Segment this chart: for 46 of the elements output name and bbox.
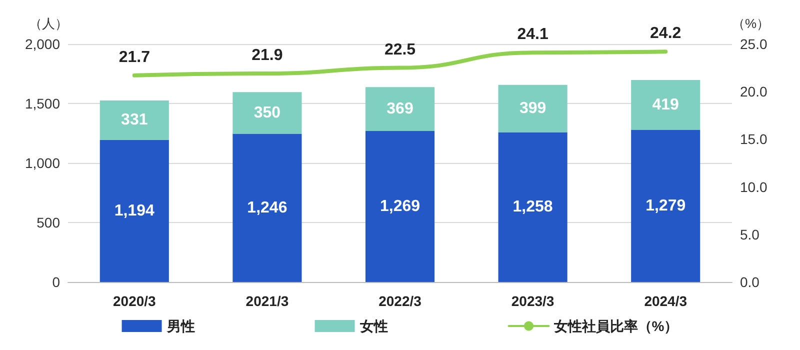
x-tick-label: 2024/3 <box>644 293 688 309</box>
bar <box>100 100 169 140</box>
y2-tick-label: 5.0 <box>740 226 760 242</box>
y2-tick-label: 15.0 <box>740 131 768 148</box>
y2-axis-title: （%） <box>732 16 770 31</box>
bar <box>232 134 302 282</box>
x-tick-label: 2021/3 <box>246 293 289 309</box>
bar <box>365 130 435 282</box>
data-label: 22.5 <box>384 41 416 58</box>
y-tick-label: 2,000 <box>24 36 60 52</box>
data-label: 21.9 <box>252 47 283 64</box>
data-label: 419 <box>652 96 680 114</box>
data-label: 1,194 <box>114 202 155 220</box>
y-tick-label: 1,000 <box>24 155 60 171</box>
bar <box>498 132 568 282</box>
y2-tick-label: 0.0 <box>740 274 760 290</box>
data-label: 350 <box>254 104 281 122</box>
bar <box>498 84 568 132</box>
y-tick-label: 1,500 <box>24 96 60 112</box>
y-tick-label: 0 <box>52 274 60 290</box>
data-label: 1,246 <box>247 199 288 216</box>
data-label: 1,279 <box>646 197 686 214</box>
data-label: 21.7 <box>118 48 150 66</box>
data-label: 24.1 <box>517 26 548 44</box>
data-label: 1,258 <box>512 198 553 216</box>
y2-tick-label: 20.0 <box>740 84 768 100</box>
bar <box>100 140 169 282</box>
data-label: 1,269 <box>380 198 420 215</box>
bar <box>631 130 700 282</box>
y2-tick-label: 10.0 <box>740 178 768 195</box>
x-tick-label: 2020/3 <box>112 293 156 309</box>
data-label: 399 <box>519 100 546 118</box>
y2-tick-label: 25.0 <box>740 36 768 52</box>
data-label: 331 <box>121 112 148 129</box>
data-label: 369 <box>386 100 414 118</box>
x-tick-label: 2022/3 <box>378 293 422 309</box>
bar <box>365 87 435 131</box>
data-label: 24.2 <box>650 25 682 42</box>
legend-label: 女性社員比率（%） <box>552 318 678 334</box>
bar <box>232 92 302 134</box>
x-tick-label: 2023/3 <box>511 293 554 309</box>
bar <box>631 80 700 130</box>
legend-label: 男性 <box>166 318 195 334</box>
y-tick-label: 500 <box>36 214 60 230</box>
legend-label: 女性 <box>358 318 388 334</box>
y-axis-title: （人） <box>29 16 68 31</box>
